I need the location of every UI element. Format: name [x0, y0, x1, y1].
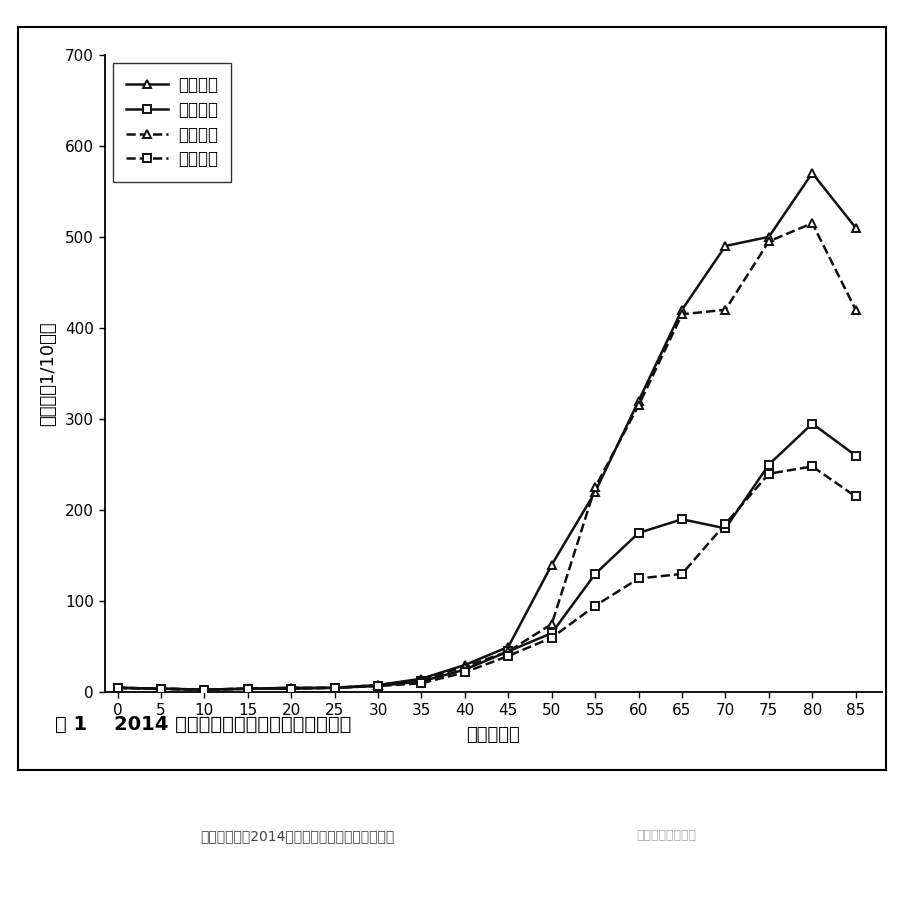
城市女性: [155, 683, 166, 694]
城市女性: [243, 683, 254, 694]
农村男性: [329, 682, 340, 693]
农村女性: [459, 667, 470, 678]
X-axis label: 年龄（岁）: 年龄（岁）: [466, 726, 520, 744]
农村男性: [590, 482, 601, 493]
农村女性: [764, 468, 774, 479]
Text: 图片来源：《2014年中国肺癌发病和死亡分析》: 图片来源：《2014年中国肺癌发病和死亡分析》: [200, 829, 395, 843]
城市男性: [546, 559, 557, 570]
农村女性: [546, 632, 557, 643]
城市男性: [634, 395, 644, 406]
Text: 图 1    2014 年中国肺癌的城乡年龄别发病趋势: 图 1 2014 年中国肺癌的城乡年龄别发病趋势: [55, 715, 351, 734]
农村女性: [243, 683, 254, 694]
城市男性: [764, 231, 774, 242]
农村女性: [199, 684, 210, 695]
农村女性: [503, 650, 514, 661]
城市男性: [503, 641, 514, 652]
城市女性: [850, 450, 861, 461]
城市女性: [373, 681, 384, 691]
农村男性: [243, 683, 254, 694]
农村女性: [676, 568, 687, 579]
农村男性: [285, 682, 296, 693]
农村男性: [634, 400, 644, 411]
城市男性: [720, 241, 731, 251]
城市男性: [416, 673, 427, 684]
Line: 城市女性: 城市女性: [114, 419, 860, 694]
Y-axis label: 发病率（1/10万）: 发病率（1/10万）: [39, 322, 56, 425]
城市女性: [764, 459, 774, 470]
城市男性: [243, 683, 254, 694]
农村男性: [155, 683, 166, 694]
农村男性: [764, 236, 774, 247]
城市男性: [807, 168, 818, 179]
农村女性: [285, 683, 296, 694]
农村女性: [634, 573, 644, 584]
Line: 农村男性: 农村男性: [114, 219, 860, 694]
农村男性: [373, 680, 384, 691]
城市男性: [329, 682, 340, 693]
城市女性: [416, 676, 427, 687]
城市女性: [503, 646, 514, 657]
农村男性: [807, 218, 818, 229]
城市男性: [459, 660, 470, 670]
农村男性: [546, 619, 557, 630]
农村男性: [416, 674, 427, 685]
农村女性: [807, 461, 818, 472]
城市男性: [676, 304, 687, 315]
城市男性: [373, 680, 384, 691]
农村男性: [112, 682, 123, 693]
农村男性: [850, 304, 861, 315]
Text: 体检中心主任之家: 体检中心主任之家: [636, 829, 696, 842]
城市男性: [850, 222, 861, 233]
城市男性: [285, 682, 296, 693]
农村女性: [373, 681, 384, 691]
农村女性: [416, 678, 427, 689]
城市女性: [199, 684, 210, 695]
农村男性: [459, 661, 470, 672]
城市女性: [112, 682, 123, 693]
城市女性: [329, 682, 340, 693]
城市女性: [546, 628, 557, 639]
农村女性: [850, 491, 861, 502]
农村男性: [676, 309, 687, 320]
城市男性: [155, 683, 166, 694]
城市男性: [590, 486, 601, 497]
农村男性: [503, 646, 514, 657]
城市女性: [590, 568, 601, 579]
农村女性: [720, 518, 731, 529]
城市男性: [112, 682, 123, 693]
城市女性: [285, 683, 296, 694]
城市女性: [676, 514, 687, 525]
农村男性: [199, 684, 210, 695]
Line: 农村女性: 农村女性: [114, 462, 860, 694]
农村女性: [112, 682, 123, 693]
城市女性: [807, 418, 818, 429]
城市女性: [720, 523, 731, 534]
农村女性: [155, 683, 166, 694]
农村女性: [329, 682, 340, 693]
城市女性: [459, 664, 470, 675]
农村女性: [590, 600, 601, 611]
Line: 城市男性: 城市男性: [114, 169, 860, 694]
城市男性: [199, 684, 210, 695]
农村男性: [720, 304, 731, 315]
Legend: 城市男性, 城市女性, 农村男性, 农村女性: 城市男性, 城市女性, 农村男性, 农村女性: [113, 63, 231, 181]
城市女性: [634, 527, 644, 538]
